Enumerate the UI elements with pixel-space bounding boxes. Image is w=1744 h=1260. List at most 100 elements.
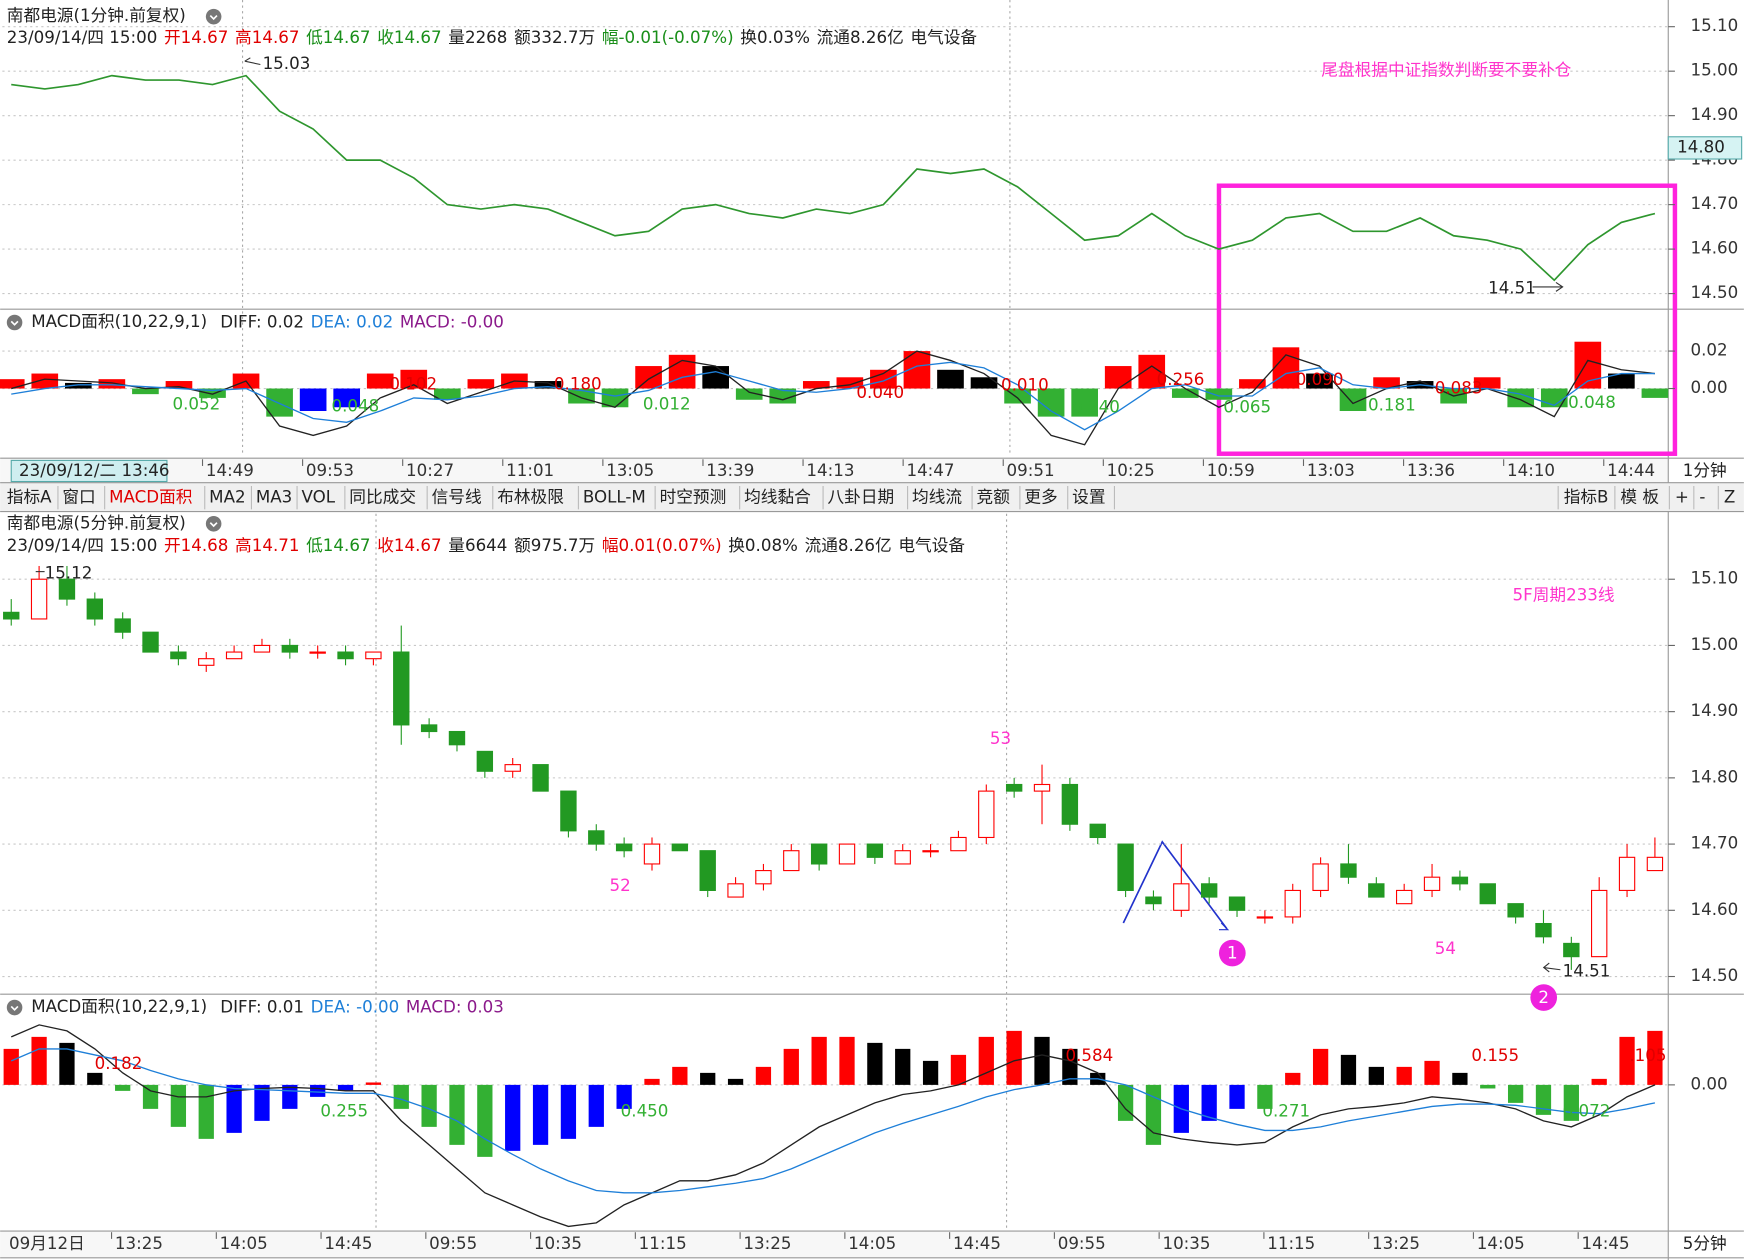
toolbar-button[interactable]: 信号线	[432, 488, 482, 507]
y-tick-label: 14.70	[1690, 834, 1738, 853]
time-axis-bg	[0, 458, 1669, 483]
arrow-head	[1218, 922, 1230, 931]
cursor-time-box	[10, 459, 168, 483]
toolbar-button[interactable]: 均线流	[912, 488, 962, 507]
info-line: 23/09/14/四 15:00 开14.67 高14.67 低14.67 收14.67…	[7, 27, 978, 46]
macd-bar	[3, 1048, 19, 1085]
wave-count: 54	[1435, 939, 1456, 958]
x-tick-label: 11:15	[1267, 1234, 1315, 1253]
area-label: 0.083	[1435, 379, 1483, 398]
candle-body	[1368, 883, 1385, 898]
y-tick-label: 14.70	[1690, 194, 1738, 213]
candle-body	[1284, 889, 1301, 918]
toolbar-button[interactable]: 同比成交	[349, 488, 416, 507]
macd-bar	[1619, 1036, 1635, 1085]
toolbar-button[interactable]: Z	[1724, 488, 1735, 507]
candle-body	[448, 730, 466, 746]
low-arrow	[1532, 282, 1564, 292]
info-item: 高14.67	[235, 27, 299, 46]
macd-bar	[1368, 1066, 1384, 1085]
macd-bar	[1257, 1084, 1273, 1109]
collapse-icon[interactable]	[6, 999, 23, 1016]
macd-bar	[635, 366, 662, 389]
toolbar-button[interactable]: BOLL-M	[583, 488, 646, 507]
candle-body	[532, 764, 549, 792]
low-label: 14.51	[1563, 961, 1611, 980]
macd-bar	[98, 379, 126, 389]
diff-line	[11, 350, 1655, 446]
macd-bar	[532, 1084, 549, 1145]
macd-bar	[1473, 377, 1501, 389]
x-tick-label: 10:25	[1107, 461, 1155, 480]
macd-bar	[31, 1036, 47, 1085]
macd-bar	[226, 1084, 242, 1133]
x-tick-label: 14:45	[1582, 1234, 1630, 1253]
x-tick-label: 14:45	[953, 1234, 1001, 1253]
area-label: 0.271	[1262, 1102, 1310, 1121]
period-label[interactable]: 5分钟	[1683, 1234, 1727, 1253]
candle-body	[1256, 916, 1274, 919]
candle-body	[281, 644, 299, 653]
candle-body	[950, 836, 967, 852]
area-label: 0.052	[172, 394, 220, 413]
toolbar-button[interactable]: 布林极限	[497, 488, 564, 507]
info-item: 低14.67	[306, 536, 370, 555]
toolbar-button[interactable]: MA2	[209, 488, 245, 507]
toolbar-button[interactable]: -	[1699, 488, 1705, 507]
macd-bar	[895, 1048, 911, 1085]
collapse-icon[interactable]	[205, 516, 222, 532]
info-item: DIFF: 0.02	[220, 312, 304, 331]
info-item: 流通8.26亿	[817, 27, 904, 46]
candle-body	[671, 843, 689, 852]
toolbar-button[interactable]: 指标B	[1564, 488, 1609, 507]
info-item: 23/09/14/四 15:00	[7, 27, 158, 46]
info-item: DIFF: 0.01	[220, 997, 304, 1016]
toolbar-button[interactable]: MACD面积	[109, 488, 192, 507]
candle-body	[1423, 876, 1441, 891]
area-label: 0.180	[554, 374, 602, 393]
area-label: 0.065	[1223, 398, 1271, 417]
collapse-icon[interactable]	[6, 314, 23, 331]
toolbar-button[interactable]: MA3	[256, 488, 292, 507]
period-label[interactable]: 1分钟	[1683, 461, 1727, 480]
y-tick-label: 14.90	[1690, 105, 1738, 124]
macd-bar	[735, 388, 763, 400]
candle-body	[894, 850, 911, 865]
candle-body	[1312, 863, 1329, 891]
highlight-box	[1216, 183, 1678, 456]
candle-body	[1200, 883, 1218, 898]
toolbar-button[interactable]: 窗口	[62, 488, 95, 507]
toolbar-button[interactable]: 更多	[1024, 488, 1057, 507]
macd-bar	[1006, 1030, 1022, 1085]
y-tick-label: 14.90	[1690, 701, 1738, 720]
x-tick-label: 10:59	[1207, 461, 1255, 480]
toolbar-button[interactable]: 竞额	[977, 488, 1011, 507]
macd-bar	[870, 369, 897, 389]
macd-bar	[266, 388, 293, 417]
wave-count: 53	[990, 729, 1011, 748]
area-label: 0.102	[389, 374, 437, 393]
high-label: 15.12	[45, 563, 93, 582]
x-tick-label: 13:25	[1372, 1234, 1420, 1253]
collapse-chevron	[209, 522, 218, 528]
info-item: MACD: 0.03	[406, 997, 504, 1016]
x-tick-label: 14:05	[1477, 1234, 1525, 1253]
candle-body	[810, 843, 828, 865]
info-item: DEA: -0.00	[311, 997, 400, 1016]
toolbar-button[interactable]: VOL	[301, 488, 335, 507]
toolbar-button[interactable]: 时空预测	[660, 488, 727, 507]
toolbar-button[interactable]: 八卦日期	[828, 488, 895, 507]
toolbar-button[interactable]: 均线黏合	[744, 488, 811, 507]
y-tick-label: 0.00	[1690, 1074, 1727, 1093]
toolbar-button[interactable]: 模 板	[1620, 488, 1659, 507]
toolbar-button[interactable]: 设置	[1072, 488, 1105, 507]
toolbar-button[interactable]: +	[1675, 488, 1689, 507]
macd-bar	[839, 1036, 855, 1085]
candle-body	[588, 830, 605, 845]
macd-bar	[0, 379, 25, 389]
collapse-icon[interactable]	[205, 8, 222, 25]
macd-bar	[449, 1084, 465, 1145]
toolbar-button[interactable]: 指标A	[7, 488, 52, 507]
macd-bar	[1201, 1084, 1217, 1121]
